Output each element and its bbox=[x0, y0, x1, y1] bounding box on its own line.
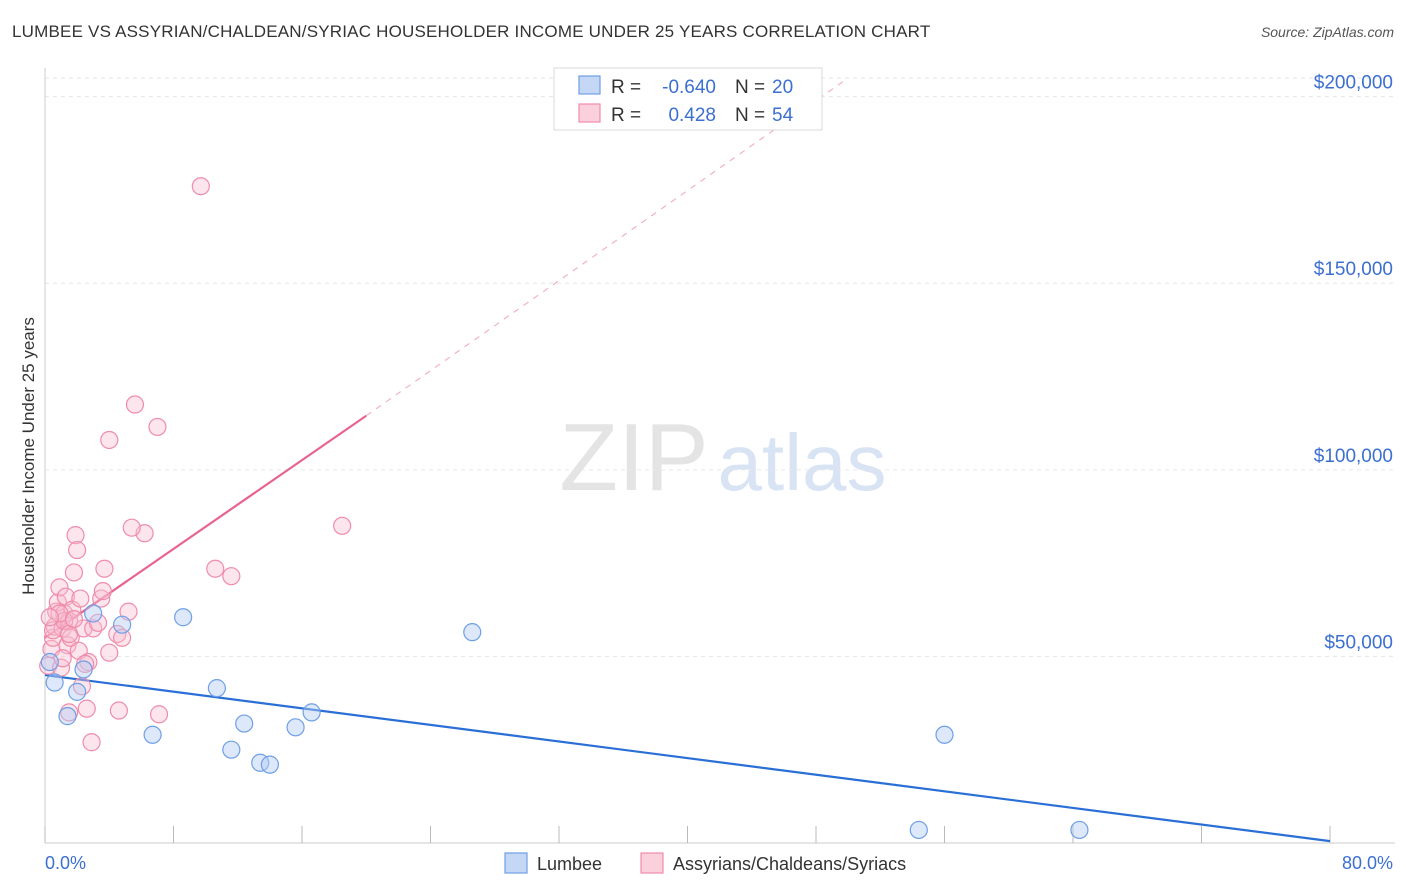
watermark-atlas: atlas bbox=[718, 418, 887, 507]
stats-swatch-assyrian bbox=[578, 103, 601, 123]
stats-n-value-assyrian: 54 bbox=[772, 105, 794, 126]
stats-n-label-lumbee: N = bbox=[735, 77, 765, 98]
y-tick-label: $150,000 bbox=[1314, 259, 1393, 280]
stats-r-value-assyrian: 0.428 bbox=[668, 105, 716, 126]
point-lumbee bbox=[260, 755, 279, 774]
y-tick-label: $100,000 bbox=[1314, 446, 1393, 467]
point-lumbee bbox=[463, 623, 482, 642]
legend-label-lumbee: Lumbee bbox=[537, 854, 602, 874]
point-assyrian bbox=[64, 609, 84, 629]
point-lumbee bbox=[222, 740, 241, 759]
legend-swatch-assyrian bbox=[640, 852, 664, 874]
point-assyrian bbox=[122, 518, 141, 537]
point-assyrian bbox=[100, 643, 119, 662]
stats-r-label-lumbee: R = bbox=[611, 77, 641, 98]
y-tick-label: $200,000 bbox=[1314, 73, 1393, 94]
bottom-legend: Lumbee Assyrians/Chaldeans/Syriacs bbox=[504, 852, 906, 874]
point-assyrian bbox=[82, 733, 101, 752]
tick-labels: $50,000 $100,000 $150,000 $200,000 0.0% 80.0% bbox=[45, 73, 1393, 873]
y-axis-label: Householder Income Under 25 years bbox=[19, 317, 38, 595]
chart-source: Source: ZipAtlas.com bbox=[1260, 24, 1394, 40]
legend-swatch-lumbee bbox=[504, 852, 528, 874]
y-tick-label: $50,000 bbox=[1324, 632, 1393, 653]
point-assyrian bbox=[149, 705, 169, 724]
point-lumbee bbox=[68, 682, 87, 701]
point-lumbee bbox=[207, 679, 226, 698]
point-lumbee bbox=[909, 820, 928, 840]
trend-line-assyrian bbox=[44, 414, 367, 639]
data-points bbox=[39, 177, 1089, 840]
legend-label-assyrian: Assyrians/Chaldeans/Syriacs bbox=[673, 854, 906, 874]
point-assyrian bbox=[40, 608, 59, 627]
point-assyrian bbox=[148, 417, 167, 437]
x-tick-label-max: 80.0% bbox=[1342, 853, 1393, 873]
stats-legend: R = -0.640 N = 20 R = 0.428 N = 54 bbox=[553, 67, 823, 131]
watermark-zip: ZIP bbox=[559, 404, 708, 511]
point-assyrian bbox=[191, 177, 210, 196]
point-lumbee bbox=[1070, 820, 1089, 840]
point-lumbee bbox=[235, 714, 254, 733]
point-assyrian bbox=[88, 613, 108, 632]
point-assyrian bbox=[206, 559, 225, 578]
point-lumbee bbox=[84, 604, 103, 623]
point-lumbee bbox=[935, 725, 954, 744]
point-assyrian bbox=[333, 516, 352, 535]
point-assyrian bbox=[92, 589, 111, 608]
x-tick-label-min: 0.0% bbox=[45, 853, 86, 873]
point-lumbee bbox=[40, 652, 59, 672]
point-assyrian bbox=[68, 540, 87, 560]
chart-title: LUMBEE VS ASSYRIAN/CHALDEAN/SYRIAC HOUSE… bbox=[12, 22, 931, 41]
point-assyrian bbox=[64, 563, 84, 582]
point-lumbee bbox=[302, 703, 321, 722]
point-assyrian bbox=[71, 589, 90, 608]
trend-lines bbox=[44, 77, 1331, 843]
stats-n-label-assyrian: N = bbox=[735, 105, 765, 126]
point-assyrian bbox=[66, 526, 85, 545]
stats-n-value-lumbee: 20 bbox=[772, 77, 793, 98]
point-lumbee bbox=[143, 725, 162, 744]
point-assyrian bbox=[95, 559, 114, 578]
watermark: ZIP atlas bbox=[559, 404, 886, 511]
grid bbox=[45, 77, 1395, 657]
stats-r-value-lumbee: -0.640 bbox=[662, 77, 716, 98]
point-lumbee bbox=[74, 660, 93, 679]
point-lumbee bbox=[174, 608, 193, 627]
point-lumbee bbox=[58, 707, 77, 726]
trend-line-lumbee bbox=[44, 673, 1331, 843]
point-assyrian bbox=[84, 619, 103, 638]
point-assyrian bbox=[77, 699, 96, 718]
point-lumbee bbox=[112, 615, 132, 634]
point-assyrian bbox=[222, 567, 241, 586]
stats-r-label-assyrian: R = bbox=[611, 105, 641, 126]
axes bbox=[44, 68, 1395, 844]
point-assyrian bbox=[93, 582, 112, 601]
point-assyrian bbox=[100, 430, 119, 450]
point-assyrian bbox=[50, 578, 69, 597]
point-assyrian bbox=[125, 395, 145, 414]
point-assyrian bbox=[112, 628, 132, 647]
point-lumbee bbox=[286, 718, 305, 737]
trend-extension-assyrian bbox=[365, 77, 849, 417]
stats-swatch-lumbee bbox=[578, 75, 601, 95]
point-assyrian bbox=[109, 701, 128, 720]
point-lumbee bbox=[45, 673, 64, 692]
